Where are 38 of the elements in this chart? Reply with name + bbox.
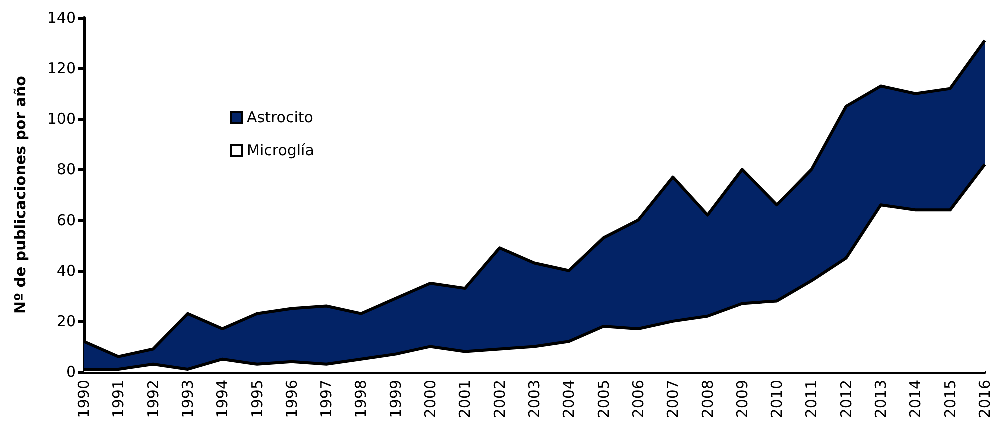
x-tick-label: 1997 — [318, 380, 336, 418]
x-tick-label: 1992 — [144, 380, 162, 418]
y-tick-label: 40 — [56, 262, 76, 280]
x-tick-label: 2003 — [526, 380, 544, 418]
y-tick-label: 60 — [56, 211, 76, 230]
y-tick-label: 140 — [47, 9, 76, 27]
x-tick-label: 2009 — [733, 380, 752, 418]
x-tick-label: 2006 — [629, 380, 648, 418]
x-tick-label: 2011 — [802, 380, 821, 418]
x-tick-label: 2005 — [594, 380, 613, 418]
x-tick-label: 2007 — [664, 380, 682, 418]
x-tick-label: 2002 — [490, 380, 509, 418]
y-tick-label: 100 — [47, 110, 76, 128]
x-tick-label: 2015 — [941, 380, 960, 418]
x-tick-label: 1999 — [386, 380, 405, 418]
x-tick-label: 2013 — [872, 380, 890, 418]
y-tick-label: 120 — [47, 60, 76, 78]
x-tick-label: 2001 — [456, 380, 474, 418]
legend-label: Astrocito — [247, 108, 314, 126]
y-axis-title: Nº de publicaciones por año — [12, 76, 30, 314]
x-tick-label: 2016 — [976, 380, 994, 418]
y-tick-label: 0 — [66, 363, 76, 381]
x-tick-label: 1996 — [282, 380, 301, 418]
y-tick-label: 20 — [56, 312, 76, 330]
x-tick-label: 1990 — [75, 380, 93, 418]
x-tick-label: 1998 — [352, 380, 370, 418]
legend-label: Microglía — [247, 142, 314, 160]
x-tick-label: 2004 — [560, 380, 578, 418]
x-tick-label: 1994 — [214, 380, 232, 418]
x-tick-label: 1993 — [178, 380, 197, 418]
x-tick-label: 2008 — [698, 380, 717, 418]
x-tick-label: 2010 — [768, 380, 786, 418]
x-tick-label: 1995 — [248, 380, 266, 418]
x-tick-label: 2012 — [837, 380, 856, 418]
x-tick-label: 2014 — [906, 380, 925, 418]
y-tick-label: 80 — [56, 160, 76, 179]
x-tick-label: 1991 — [110, 380, 128, 418]
x-tick-label: 2000 — [422, 380, 440, 418]
